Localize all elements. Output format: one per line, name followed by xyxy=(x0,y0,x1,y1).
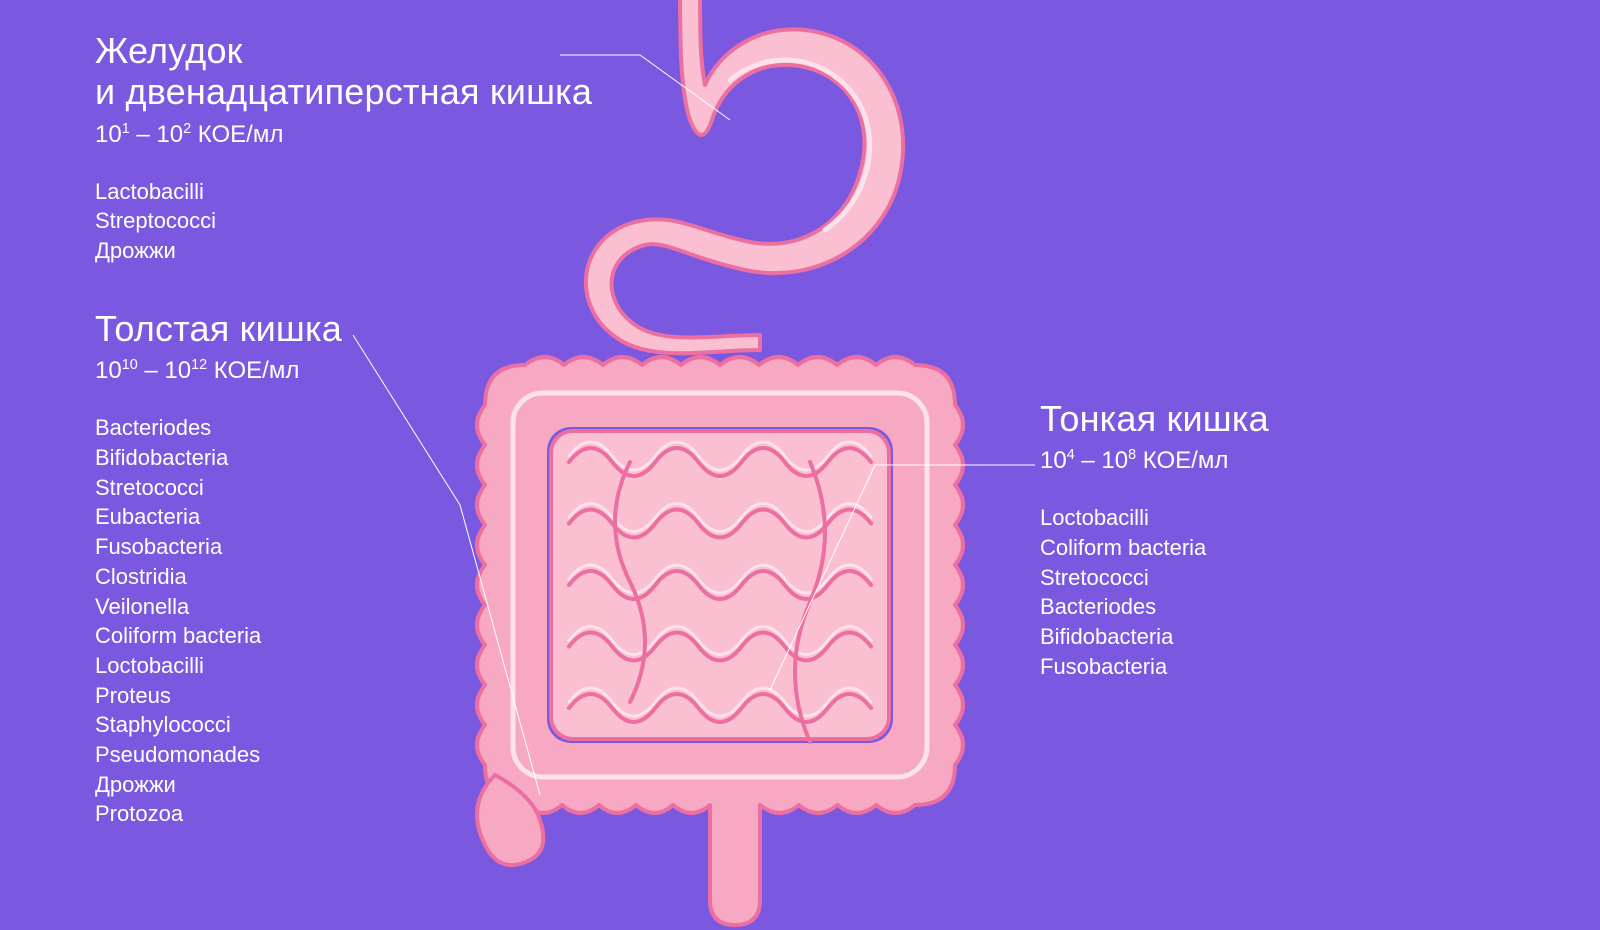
bacteria-item: Clostridia xyxy=(95,562,342,592)
bacteria-item: Stretococci xyxy=(95,473,342,503)
bacteria-item: Bifidobacteria xyxy=(95,443,342,473)
title-line: Тонкая кишка xyxy=(1040,398,1269,439)
section-large-intestine: Толстая кишка 1010 – 1012 КОЕ/мл Bacteri… xyxy=(95,308,342,829)
bacteria-item: Protozoa xyxy=(95,799,342,829)
bacteria-item: Дрожжи xyxy=(95,236,592,266)
bacteria-item: Eubacteria xyxy=(95,502,342,532)
bacteria-item: Pseudomonades xyxy=(95,740,342,770)
bacteria-item: Bifidobacteria xyxy=(1040,622,1269,652)
bacteria-item: Fusobacteria xyxy=(95,532,342,562)
bacteria-item: Stretococci xyxy=(1040,563,1269,593)
title-line: Толстая кишка xyxy=(95,308,342,349)
cfu-range: 1010 – 1012 КОЕ/мл xyxy=(95,357,342,385)
bacteria-item: Veilonella xyxy=(95,592,342,622)
bacteria-item: Fusobacteria xyxy=(1040,652,1269,682)
cfu-range: 101 – 102 КОЕ/мл xyxy=(95,121,592,149)
bacteria-item: Streptococci xyxy=(95,206,592,236)
bacteria-list: LactobacilliStreptococciДрожжи xyxy=(95,177,592,266)
bacteria-item: Bacteriodes xyxy=(1040,592,1269,622)
bacteria-list: LoctobacilliColiform bacteriaStretococci… xyxy=(1040,503,1269,681)
cfu-range: 104 – 108 КОЕ/мл xyxy=(1040,447,1269,475)
bacteria-item: Proteus xyxy=(95,681,342,711)
section-title: Желудок и двенадцатиперстная кишка xyxy=(95,30,592,113)
bacteria-item: Coliform bacteria xyxy=(1040,533,1269,563)
section-small-intestine: Тонкая кишка 104 – 108 КОЕ/мл Loctobacil… xyxy=(1040,398,1269,682)
title-line: и двенадцатиперстная кишка xyxy=(95,71,592,112)
section-title: Толстая кишка xyxy=(95,308,342,349)
bacteria-item: Staphylococci xyxy=(95,710,342,740)
bacteria-item: Coliform bacteria xyxy=(95,621,342,651)
bacteria-item: Lactobacilli xyxy=(95,177,592,207)
bacteria-item: Bacteriodes xyxy=(95,413,342,443)
bacteria-item: Loctobacilli xyxy=(1040,503,1269,533)
bacteria-item: Дрожжи xyxy=(95,770,342,800)
bacteria-list: BacteriodesBifidobacteriaStretococciEuba… xyxy=(95,413,342,829)
bacteria-item: Loctobacilli xyxy=(95,651,342,681)
title-line: Желудок xyxy=(95,30,243,71)
section-stomach: Желудок и двенадцатиперстная кишка 101 –… xyxy=(95,30,592,266)
section-title: Тонкая кишка xyxy=(1040,398,1269,439)
infographic-canvas: Желудок и двенадцатиперстная кишка 101 –… xyxy=(0,0,1600,920)
